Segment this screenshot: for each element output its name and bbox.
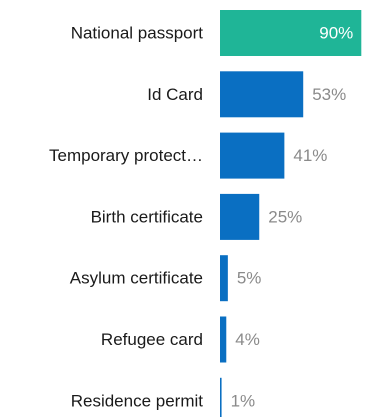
category-label: Temporary protect… (49, 146, 203, 165)
bar (220, 71, 304, 118)
category-label: National passport (71, 24, 204, 43)
category-label: Asylum certificate (70, 269, 203, 288)
bar (220, 377, 222, 417)
category-label: Residence permit (71, 391, 204, 410)
bar (220, 193, 260, 240)
value-label: 1% (231, 391, 256, 410)
bar (220, 316, 227, 363)
category-label: Refugee card (101, 330, 203, 349)
bar (220, 10, 362, 56)
category-label: Id Card (147, 85, 203, 104)
value-label: 90% (319, 24, 353, 43)
value-label: 25% (268, 207, 302, 226)
category-label: Birth certificate (91, 207, 203, 226)
value-label: 5% (237, 269, 262, 288)
value-label: 4% (235, 330, 260, 349)
value-label: 41% (293, 146, 327, 165)
bar (220, 255, 228, 302)
bar (220, 132, 285, 179)
value-label: 53% (312, 85, 346, 104)
